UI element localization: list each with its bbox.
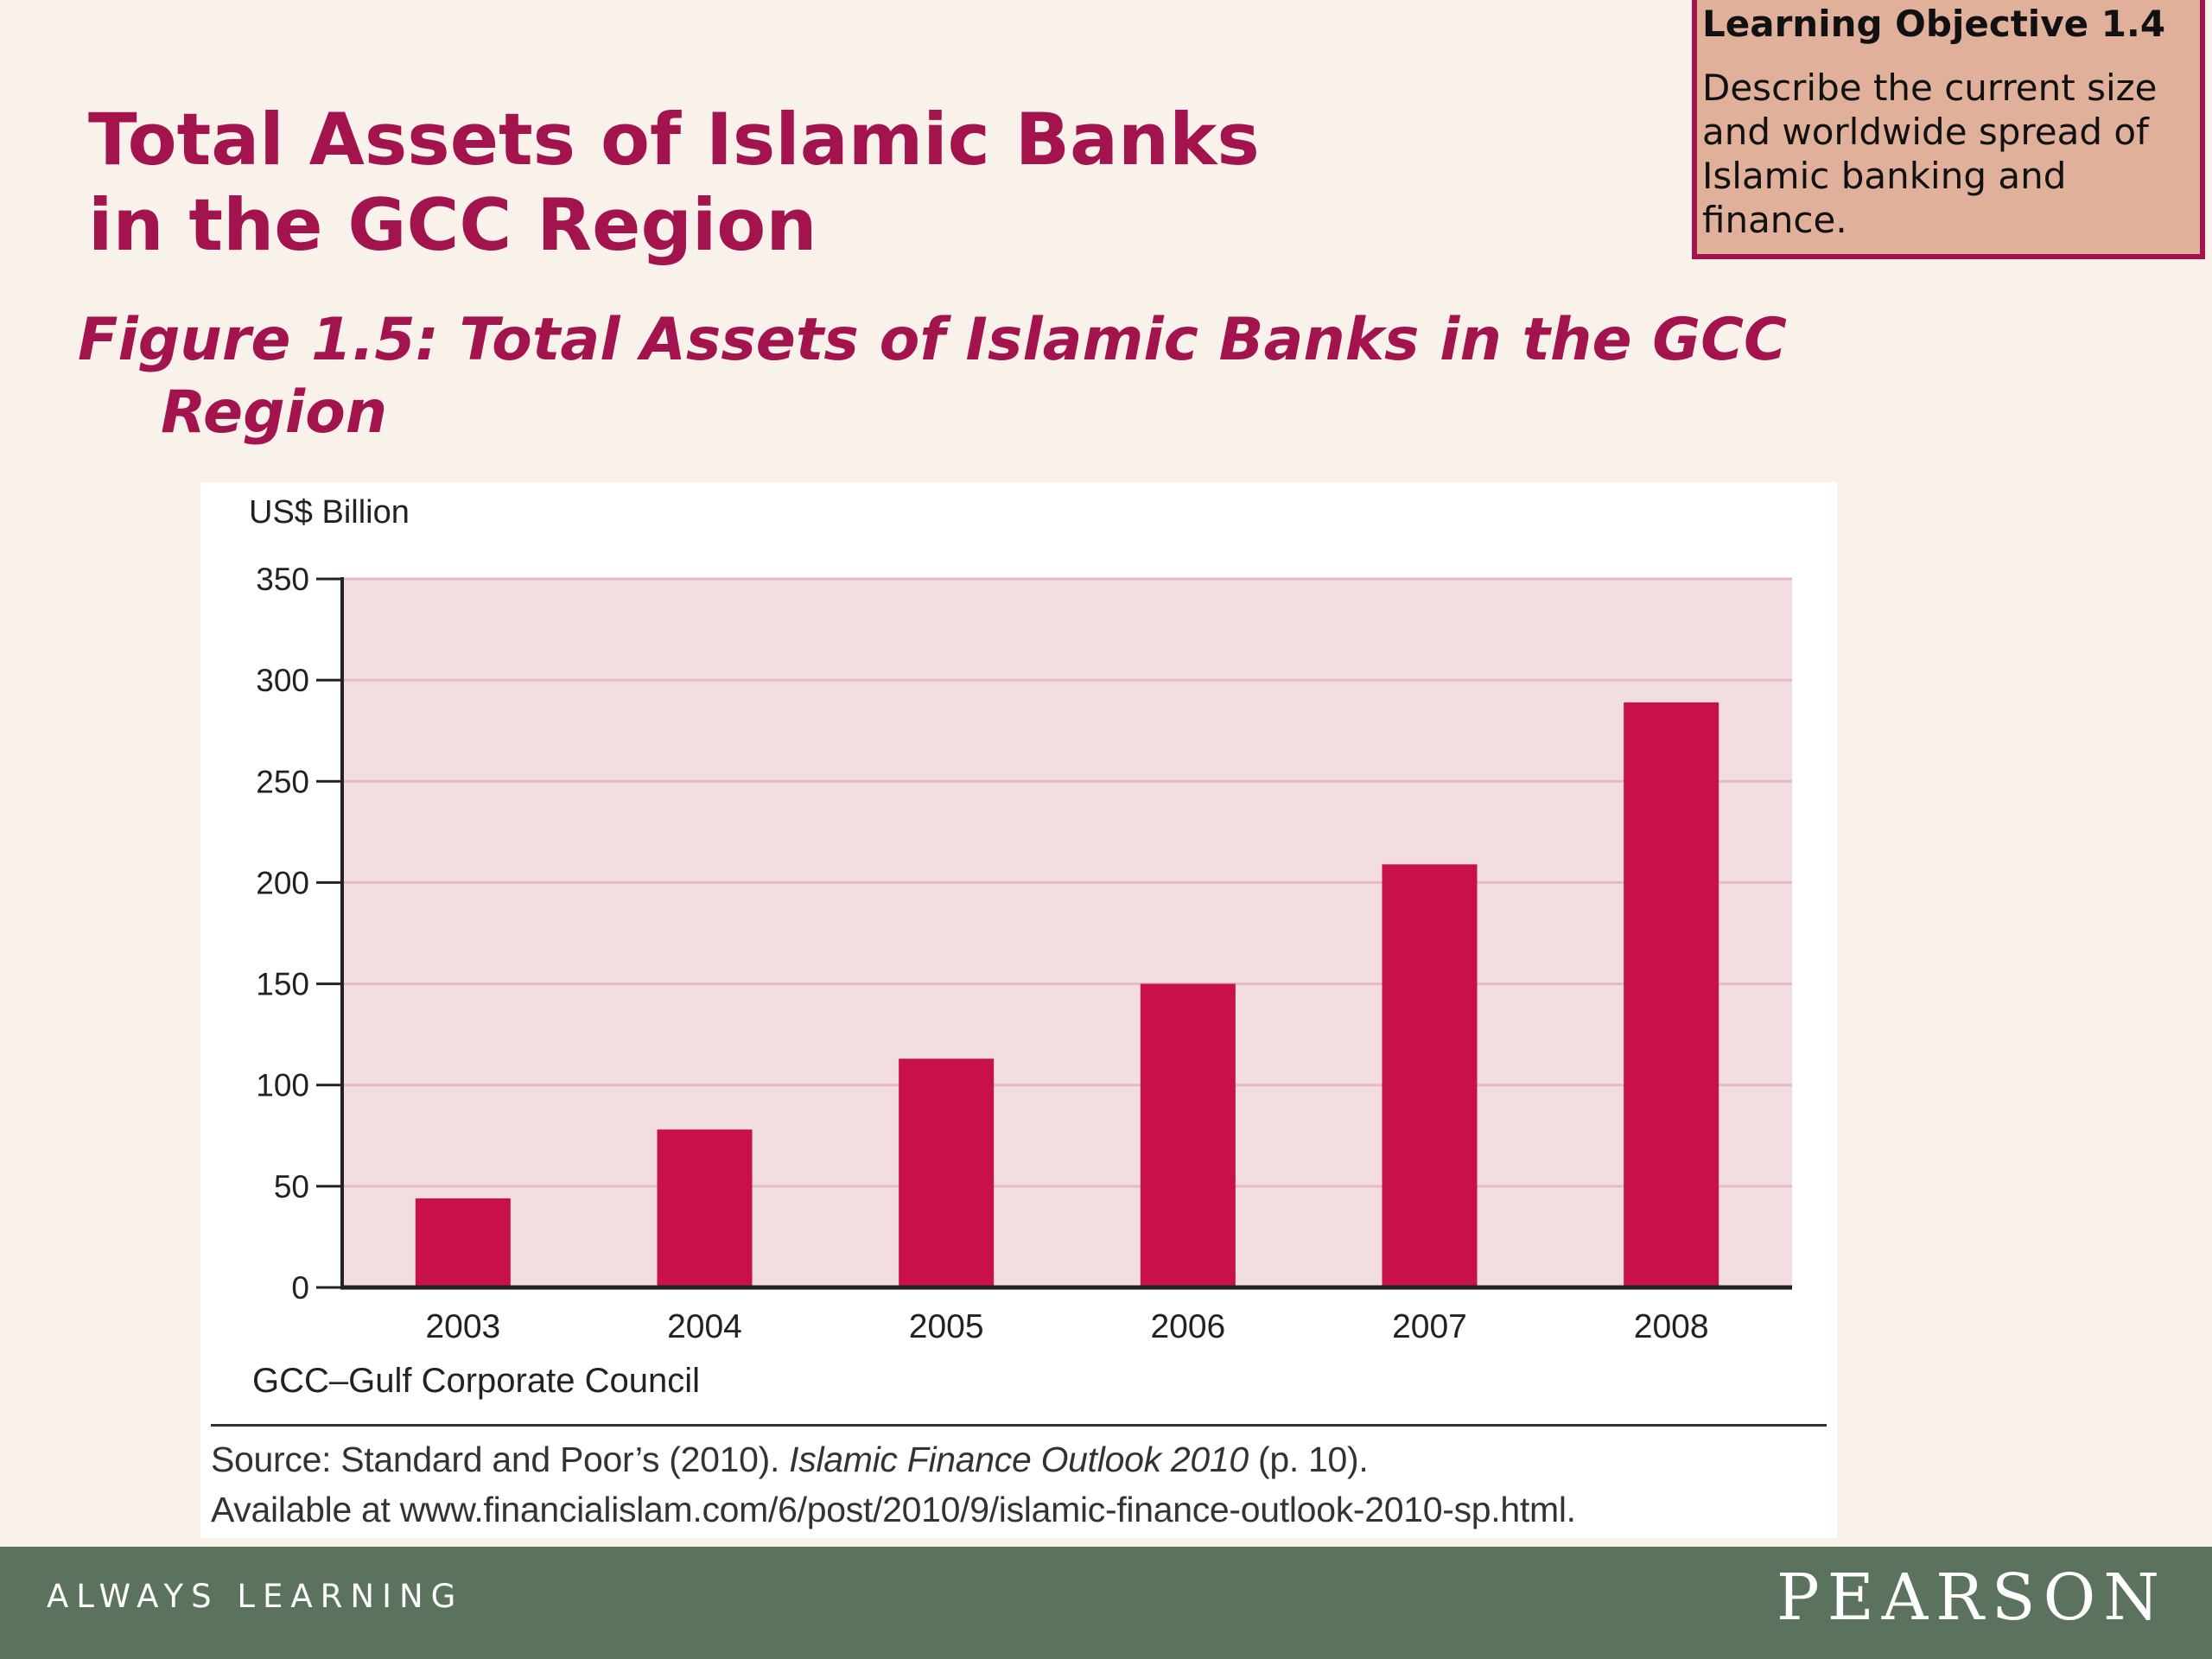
slide-title-line1: Total Assets of Islamic Banks (88, 98, 1260, 181)
source-url: Available at www.financialislam.com/6/po… (211, 1490, 1576, 1529)
y-tick-label: 300 (256, 663, 309, 698)
gridlines (342, 577, 1792, 1188)
bar-2005 (899, 1058, 995, 1287)
source-publication: Islamic Finance Outlook 2010 (789, 1440, 1249, 1479)
x-tick-label: 2007 (1392, 1308, 1467, 1345)
x-tick-label: 2006 (1150, 1308, 1225, 1345)
y-tick-label: 200 (256, 865, 309, 900)
y-tick-label: 0 (291, 1270, 309, 1306)
source-prefix: Source: Standard and Poor’s (2010). (211, 1440, 790, 1479)
source-divider (211, 1424, 1827, 1427)
pearson-logo: PEARSON (1776, 1560, 2167, 1635)
bar-2003 (415, 1198, 511, 1287)
y-tick-label: 150 (256, 967, 309, 1002)
bar-2006 (1140, 983, 1236, 1287)
figure-caption: Figure 1.5: Total Assets of Islamic Bank… (78, 306, 1787, 447)
chart-panel: 0 50 100 150 200 250 300 350 2003 2004 2005 2006 20… (200, 482, 1837, 1538)
learning-objective-box: Learning Objective 1.4 Describe the curr… (1692, 0, 2205, 259)
x-tick-label: 2004 (667, 1308, 742, 1345)
learning-objective-text: Describe the current size and worldwide … (1702, 67, 2158, 241)
footer-tagline: ALWAYS LEARNING (47, 1578, 464, 1615)
bar-2007 (1382, 864, 1478, 1287)
bar-series (415, 702, 1719, 1287)
x-tick-label: 2008 (1634, 1308, 1709, 1345)
source-citation: Source: Standard and Poor’s (2010). Isla… (211, 1434, 1835, 1535)
source-page: (p. 10). (1248, 1440, 1369, 1479)
footer-bar (0, 1547, 2212, 1659)
y-axis: 0 50 100 150 200 250 300 350 (256, 562, 344, 1306)
y-tick-label: 50 (274, 1169, 309, 1205)
y-tick-label: 100 (256, 1068, 309, 1103)
chart-footnote: GCC–Gulf Corporate Council (252, 1362, 700, 1400)
x-tick-label: 2005 (909, 1308, 984, 1345)
slide-title: Total Assets of Islamic Banks in the GCC… (88, 97, 1384, 268)
x-axis: 2003 2004 2005 2006 2007 2008 (340, 1285, 1792, 1345)
bar-2008 (1624, 702, 1719, 1287)
y-tick-label: 350 (256, 562, 309, 597)
plot-area (342, 579, 1792, 1287)
slide-title-line2: in the GCC Region (88, 183, 817, 267)
bar-2004 (657, 1129, 753, 1287)
x-tick-label: 2003 (425, 1308, 500, 1345)
y-tick-label: 250 (256, 764, 309, 799)
y-axis-label: US$ Billion (249, 494, 410, 531)
learning-objective-title: Learning Objective 1.4 (1702, 3, 2166, 45)
